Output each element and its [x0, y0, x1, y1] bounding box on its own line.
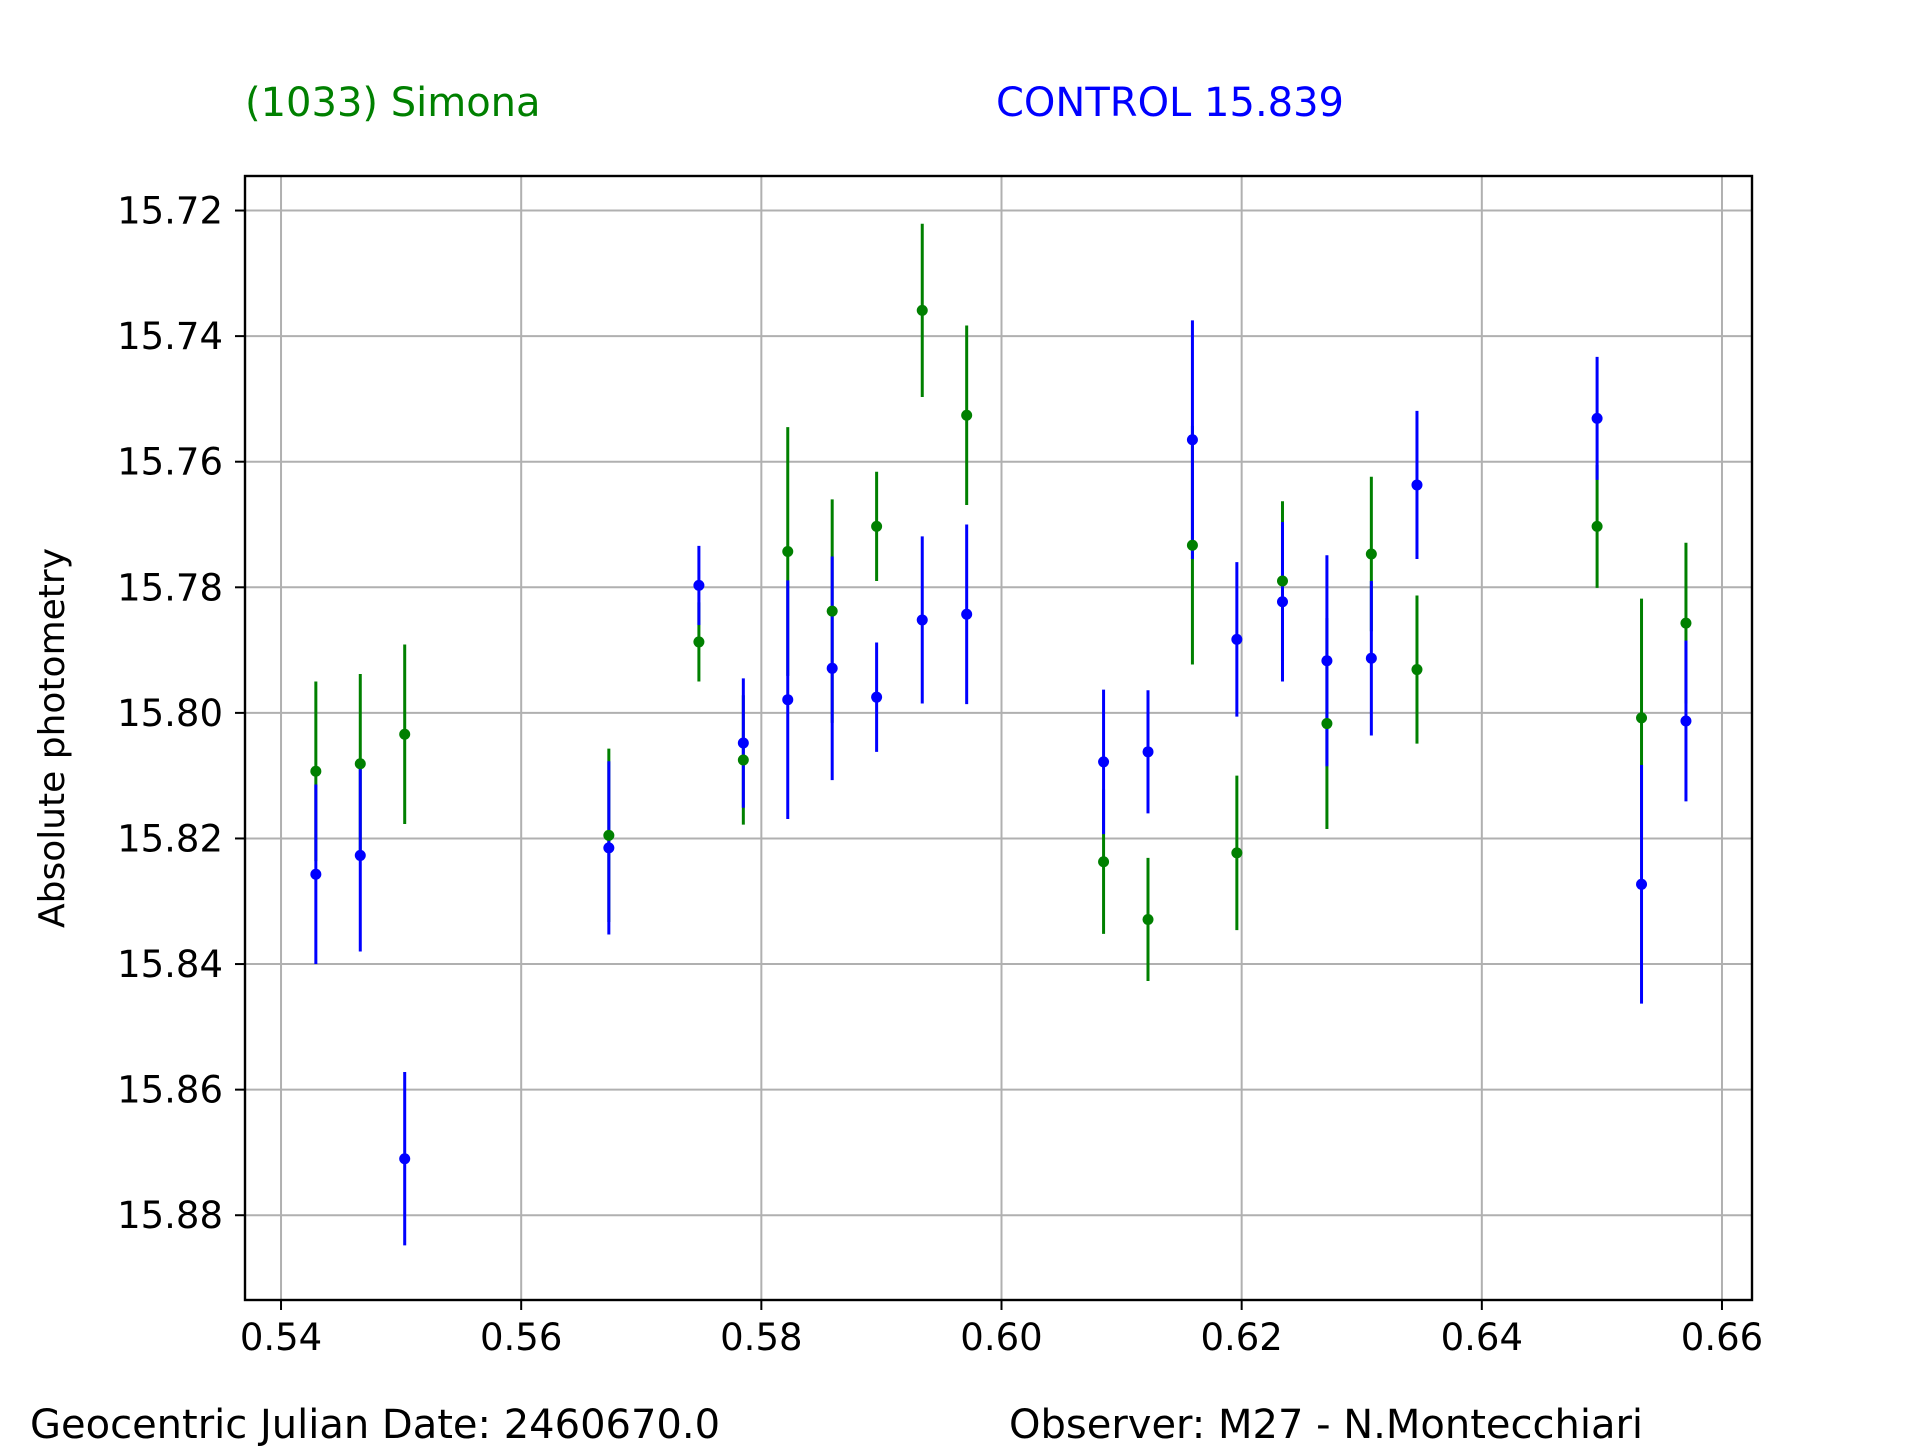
control-data-point	[1680, 715, 1692, 727]
julian-date-label: Geocentric Julian Date: 2460670.0	[30, 1402, 721, 1448]
target-data-point	[871, 520, 883, 532]
control-data-point	[1231, 633, 1243, 645]
target-data-point	[310, 765, 322, 777]
x-tick-label: 0.64	[1441, 1316, 1523, 1359]
y-tick-label: 15.78	[117, 566, 223, 609]
target-data-point	[1276, 575, 1288, 587]
target-data-point	[1231, 847, 1243, 859]
control-data-point	[1636, 878, 1648, 890]
control-data-point	[603, 842, 615, 854]
target-data-point	[1636, 712, 1648, 724]
x-tick-label: 0.56	[480, 1316, 562, 1359]
target-data-point	[826, 605, 838, 617]
control-data-point	[310, 868, 322, 880]
control-data-point	[1276, 596, 1288, 608]
target-data-point	[1680, 617, 1692, 629]
data-points	[310, 304, 1692, 1165]
x-tick-label: 0.66	[1681, 1316, 1763, 1359]
target-data-point	[1411, 664, 1423, 676]
axis-ticks: 0.54 0.56 0.58 0.60 0.62 0.64 0.66 15.72 15.74 15…	[117, 190, 1763, 1359]
target-data-point	[1186, 539, 1198, 551]
x-tick-label: 0.62	[1200, 1316, 1282, 1359]
target-data-point	[693, 636, 705, 648]
control-data-point	[1186, 434, 1198, 446]
target-data-point	[737, 754, 749, 766]
y-tick-label: 15.84	[117, 943, 223, 986]
target-data-point	[782, 546, 794, 558]
observer-label: Observer: M27 - N.Montecchiari	[1009, 1402, 1644, 1448]
target-series-title: (1033) Simona	[245, 80, 541, 126]
control-data-point	[1365, 652, 1377, 664]
control-data-point	[693, 579, 705, 591]
target-data-point	[1321, 718, 1333, 730]
target-data-point	[1365, 548, 1377, 560]
y-tick-label: 15.76	[117, 441, 223, 484]
y-tick-label: 15.86	[117, 1069, 223, 1112]
y-tick-label: 15.74	[117, 315, 223, 358]
control-data-point	[737, 737, 749, 749]
y-tick-label: 15.82	[117, 817, 223, 860]
target-data-point	[1142, 913, 1154, 925]
target-data-point	[354, 758, 366, 770]
control-data-point	[1321, 655, 1333, 667]
x-tick-label: 0.54	[240, 1316, 322, 1359]
control-data-point	[1591, 412, 1603, 424]
control-series-title: CONTROL 15.839	[996, 80, 1345, 126]
grid-lines	[245, 176, 1752, 1300]
control-data-point	[1142, 746, 1154, 758]
y-axis-label: Absolute photometry	[32, 548, 73, 928]
x-tick-label: 0.58	[720, 1316, 802, 1359]
target-data-point	[961, 409, 973, 421]
control-data-point	[871, 691, 883, 703]
control-data-point	[1411, 479, 1423, 491]
target-data-point	[1591, 520, 1603, 532]
y-tick-label: 15.80	[117, 692, 223, 735]
control-data-point	[826, 662, 838, 674]
control-data-point	[399, 1153, 411, 1165]
control-data-point	[916, 614, 928, 626]
target-data-point	[603, 829, 615, 841]
target-data-point	[1098, 856, 1110, 868]
control-data-point	[354, 849, 366, 861]
target-data-point	[916, 304, 928, 316]
plot-frame	[243, 174, 1754, 1302]
y-tick-label: 15.72	[117, 190, 223, 233]
control-data-point	[1098, 756, 1110, 768]
target-data-point	[399, 728, 411, 740]
x-tick-label: 0.60	[960, 1316, 1042, 1359]
control-data-point	[782, 694, 794, 706]
y-tick-label: 15.88	[117, 1194, 223, 1237]
control-data-point	[961, 608, 973, 620]
